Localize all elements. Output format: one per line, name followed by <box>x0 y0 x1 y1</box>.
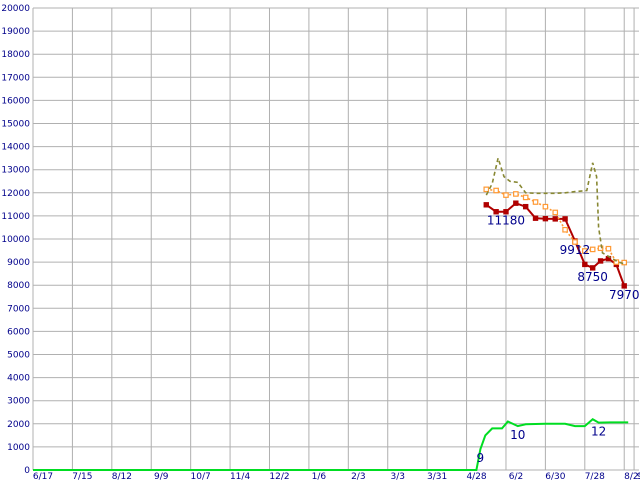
data-point-marker <box>621 283 627 289</box>
data-point-marker <box>483 202 489 208</box>
y-axis-tick-label: 15000 <box>1 120 30 130</box>
grid-lines <box>32 7 639 471</box>
data-value-label: 9912 <box>560 243 591 257</box>
x-axis-tick-label: 2/3 <box>351 472 365 480</box>
data-point-marker <box>532 199 539 205</box>
data-point-marker <box>562 226 568 233</box>
data-point-marker <box>542 215 549 222</box>
x-axis-tick-label: 6/2 <box>509 472 523 480</box>
y-axis-tick-label: 13000 <box>1 166 30 176</box>
y-axis-tick-label: 1000 <box>7 443 30 453</box>
x-axis-tick-label: 6/30 <box>545 472 565 480</box>
data-point-marker <box>542 203 549 210</box>
x-axis-tick-label: 1/6 <box>312 472 327 480</box>
data-point-marker <box>522 194 529 201</box>
data-point-marker <box>493 209 499 215</box>
x-axis-tick-label: 12/2 <box>269 472 289 480</box>
data-point-marker <box>493 187 499 194</box>
series-line-volume-green <box>33 417 629 471</box>
data-point-marker <box>552 216 558 222</box>
x-axis-tick-label: 3/3 <box>390 472 404 480</box>
y-axis-tick-label: 20000 <box>1 4 30 14</box>
y-axis-tick-label: 17000 <box>1 73 30 83</box>
data-value-label: 8750 <box>577 270 608 284</box>
data-point-marker <box>582 248 588 254</box>
series-line-upper-orange <box>486 188 625 264</box>
data-point-marker <box>613 259 620 265</box>
data-point-marker <box>522 203 529 210</box>
data-point-marker <box>597 245 604 252</box>
x-axis-tick-label: 9/1 <box>637 472 640 480</box>
x-axis-tick-label: 9/9 <box>154 472 169 480</box>
data-point-marker <box>589 265 596 271</box>
data-point-marker <box>582 261 588 268</box>
series-line-price-red <box>485 202 626 287</box>
data-point-marker <box>513 200 519 206</box>
data-point-marker <box>503 209 509 215</box>
data-point-marker <box>503 192 509 198</box>
y-axis-tick-label: 2000 <box>7 420 30 430</box>
y-axis-tick-label: 9000 <box>7 258 30 268</box>
x-axis-tick-label: 10/7 <box>191 472 211 480</box>
y-axis-tick-label: 5000 <box>7 351 30 361</box>
data-point-marker <box>562 216 568 222</box>
y-axis-tick-label: 11000 <box>1 212 30 222</box>
y-axis-tick-label: 10000 <box>1 235 30 245</box>
x-axis-tick-label: 8/25 <box>624 472 640 480</box>
y-axis-tick-label: 0 <box>24 466 30 476</box>
axis-labels: 0 1000 2000 3000 4000 5000 6000 7000 8000 9000 100… <box>1 4 640 480</box>
y-axis-tick-label: 12000 <box>1 189 30 199</box>
data-point-marker <box>597 258 604 264</box>
data-value-label: 11180 <box>487 214 525 228</box>
x-axis-tick-label: 4/28 <box>466 472 486 480</box>
data-point-marker <box>589 246 596 253</box>
data-point-marker <box>483 186 490 193</box>
y-axis-tick-label: 14000 <box>1 143 30 153</box>
data-point-marker <box>605 245 612 252</box>
y-axis-tick-label: 4000 <box>7 374 30 384</box>
x-axis-tick-label: 7/15 <box>72 472 92 480</box>
data-series <box>33 155 629 471</box>
data-value-label: 9 <box>477 451 485 465</box>
x-axis-tick-label: 6/17 <box>33 472 53 480</box>
data-point-marker <box>552 209 559 216</box>
y-axis-tick-label: 16000 <box>1 96 30 106</box>
data-point-marker <box>572 239 578 245</box>
y-axis-tick-label: 18000 <box>1 50 30 60</box>
series-line-upper-olive <box>485 155 627 266</box>
x-axis-tick-label: 7/28 <box>585 472 605 480</box>
y-axis-tick-label: 3000 <box>7 397 30 407</box>
y-axis-tick-label: 6000 <box>7 327 30 337</box>
y-axis-tick-label: 7000 <box>7 304 30 314</box>
x-axis-tick-label: 3/31 <box>427 472 447 480</box>
data-point-marker <box>513 191 519 197</box>
x-axis-tick-label: 8/12 <box>112 472 132 480</box>
data-point-marker <box>532 215 539 221</box>
data-value-label: 7970 <box>609 288 640 302</box>
y-axis-tick-label: 8000 <box>7 281 30 291</box>
y-axis-tick-label: 19000 <box>1 27 30 37</box>
data-value-label: 12 <box>591 425 606 439</box>
data-value-label: 10 <box>510 428 525 442</box>
x-axis-tick-label: 11/4 <box>230 472 250 480</box>
